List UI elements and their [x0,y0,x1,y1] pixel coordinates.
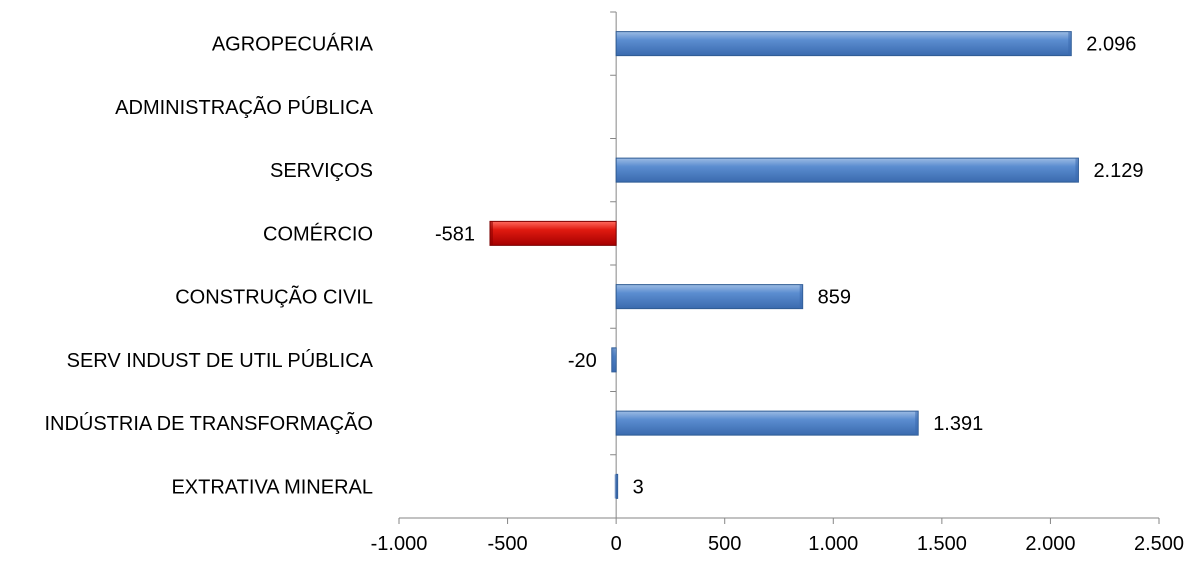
category-label: INDÚSTRIA DE TRANSFORMAÇÃO [44,411,373,435]
bar-edge [915,411,919,436]
value-axis-tick-label: 500 [708,533,741,555]
bar-edge [611,347,615,372]
value-axis-tick-label: -1.000 [371,533,428,555]
bar [489,220,617,246]
data-label: 859 [818,287,851,309]
bar-edge [489,221,493,246]
value-axis-tick-label: 2.500 [1134,533,1184,555]
value-axis-tick-label: 1.500 [917,533,967,555]
bar-edge [1068,31,1072,56]
category-label: COMÉRCIO [263,222,373,245]
data-label: 1.391 [933,413,983,435]
category-label: EXTRATIVA MINERAL [171,476,373,498]
value-axis-tick-label: 2.000 [1025,533,1075,555]
data-label: 2.096 [1086,34,1136,56]
bar-edge [614,474,618,499]
bar-edge [799,284,803,309]
category-label: SERVIÇOS [270,160,373,182]
category-label: CONSTRUÇÃO CIVIL [175,285,373,309]
bar [615,157,1079,183]
bar [615,284,804,310]
value-axis-tick-label: 1.000 [808,533,858,555]
data-label: 2.129 [1093,160,1143,182]
data-label: 3 [633,476,644,498]
category-label: AGROPECUÁRIA [212,33,374,56]
value-axis-tick-label: -500 [488,533,528,555]
bar-edge [1075,158,1079,183]
bar [615,410,919,436]
category-label: SERV INDUST DE UTIL PÚBLICA [67,349,374,372]
value-axis-tick-label: 0 [611,533,622,555]
data-label: -20 [568,350,597,372]
bar [615,31,1072,57]
category-label: ADMINISTRAÇÃO PÚBLICA [115,95,373,119]
data-label: -581 [435,223,475,245]
